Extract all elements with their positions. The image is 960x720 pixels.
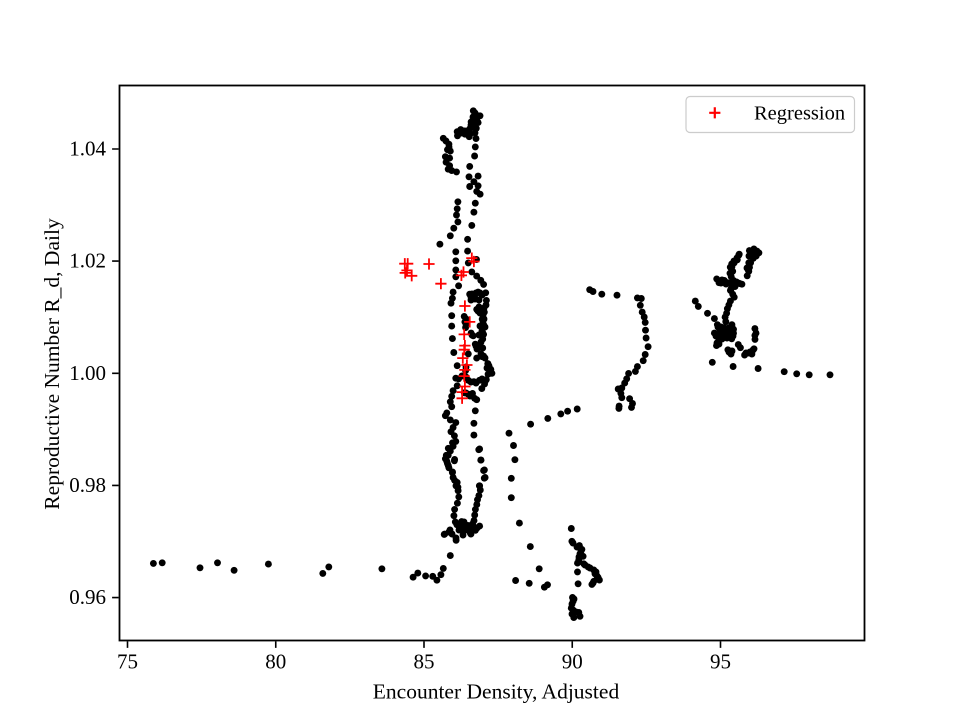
- svg-text:Encounter Density, Adjusted: Encounter Density, Adjusted: [373, 680, 620, 704]
- svg-text:95: 95: [710, 650, 731, 674]
- svg-text:Regression: Regression: [754, 103, 845, 125]
- svg-text:1.04: 1.04: [69, 137, 106, 161]
- svg-text:90: 90: [562, 650, 583, 674]
- svg-text:85: 85: [414, 650, 435, 674]
- svg-text:75: 75: [117, 650, 138, 674]
- svg-text:0.98: 0.98: [69, 473, 106, 497]
- svg-text:0.96: 0.96: [69, 585, 106, 609]
- svg-text:1.00: 1.00: [69, 361, 106, 385]
- svg-text:Reproductive Number R_d, Daily: Reproductive Number R_d, Daily: [40, 218, 64, 510]
- svg-text:1.02: 1.02: [69, 249, 106, 273]
- svg-text:80: 80: [265, 650, 286, 674]
